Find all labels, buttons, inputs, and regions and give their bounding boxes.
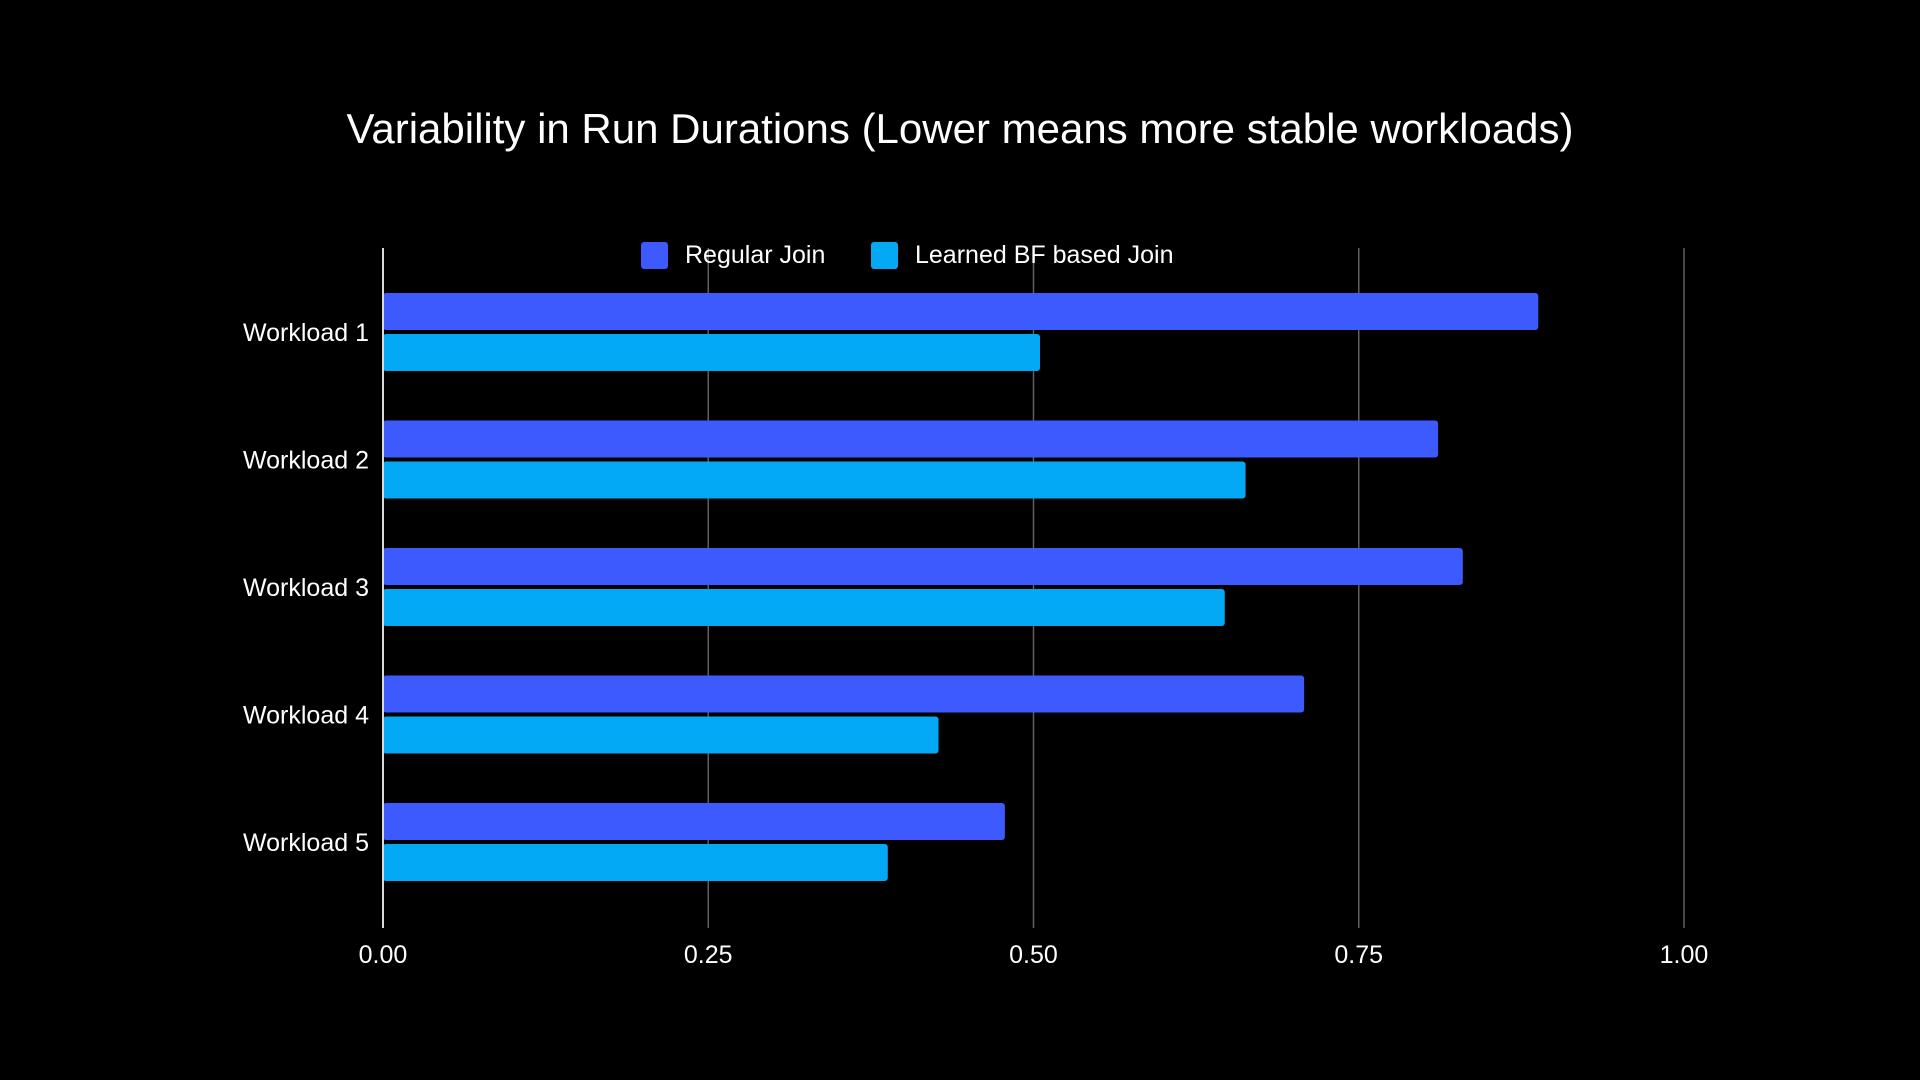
bar-regular-join — [383, 675, 1305, 713]
chart-title: Variability in Run Durations (Lower mean… — [346, 105, 1573, 152]
axes: 0.00 0.25 0.50 0.75 1.00 Workload 1 Workload 2… — [243, 248, 1708, 969]
bar-learned-bf-join — [383, 589, 1225, 626]
category-label: Workload 1 — [243, 319, 369, 347]
category-label: Workload 5 — [243, 829, 369, 857]
legend: Regular Join Learned BF based Join — [641, 241, 1174, 269]
bars — [383, 293, 1539, 881]
category-label: Workload 4 — [243, 702, 369, 730]
x-tick-label: 0.25 — [684, 941, 733, 969]
bar-learned-bf-join — [383, 716, 939, 754]
x-tick-label: 0.75 — [1334, 941, 1383, 969]
legend-label: Learned BF based Join — [915, 241, 1174, 269]
bar-regular-join — [383, 803, 1005, 840]
legend-swatch — [871, 242, 898, 269]
bar-learned-bf-join — [383, 844, 888, 881]
bar-regular-join — [383, 293, 1539, 330]
x-tick-label: 0.00 — [359, 941, 408, 969]
bar-regular-join — [383, 420, 1439, 458]
x-tick-label: 0.50 — [1009, 941, 1058, 969]
category-label: Workload 3 — [243, 574, 369, 602]
category-label: Workload 2 — [243, 447, 369, 475]
x-tick-label: 1.00 — [1660, 941, 1709, 969]
bar-regular-join — [383, 548, 1463, 585]
legend-label: Regular Join — [685, 241, 825, 269]
bar-learned-bf-join — [383, 334, 1041, 371]
bar-learned-bf-join — [383, 461, 1246, 499]
legend-swatch — [641, 242, 668, 269]
